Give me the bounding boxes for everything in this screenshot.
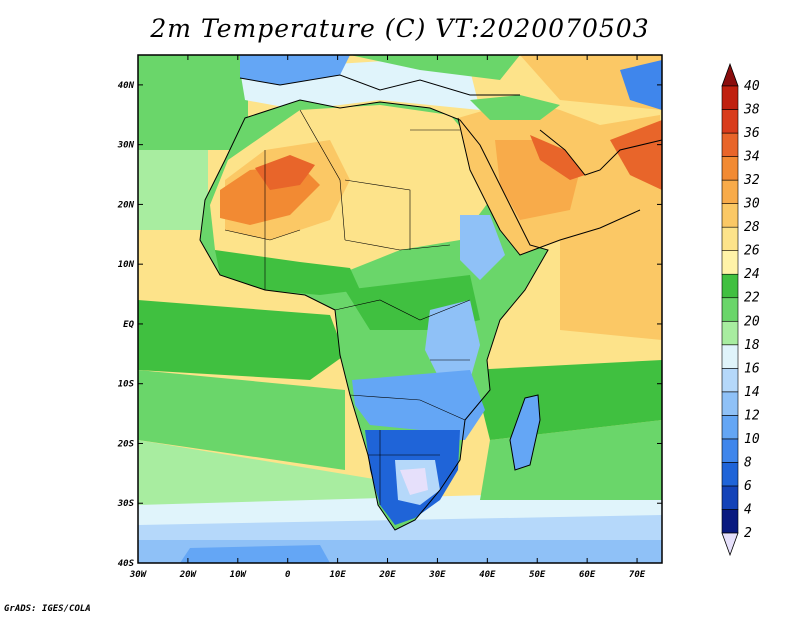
colorbar-swatch [721, 391, 739, 416]
lon-label: 20W [179, 570, 198, 580]
colorbar-swatch [721, 250, 739, 275]
lat-label: 30N [117, 141, 135, 151]
ethiopia-cool [460, 215, 505, 280]
colorbar-max-triangle [721, 62, 739, 87]
latitude-labels: 40N 30N 20N 10N EQ 10S 20S 30S 40S [117, 81, 135, 569]
lon-label: 50E [529, 570, 546, 580]
persian-gulf-coast [539, 129, 663, 176]
map-frame [137, 54, 663, 564]
lat-label: EQ [123, 320, 134, 330]
ocean-canary-band [138, 150, 208, 230]
colorbar-label: 28 [744, 220, 760, 235]
colorbar-label: 38 [743, 103, 760, 118]
colorbar-swatch [721, 273, 739, 299]
mediterranean-north-coast [239, 74, 520, 96]
arabia-outline [457, 117, 641, 256]
colorbar-label: 40 [744, 79, 760, 94]
lat-label: 30S [117, 499, 135, 509]
ocean-arabian-warm [560, 220, 662, 340]
colorbar-label: 14 [744, 385, 760, 400]
colorbar-label: 2 [744, 526, 752, 541]
colorbar-label: 20 [744, 314, 760, 329]
colorbar-label: 22 [744, 291, 760, 306]
colorbar-label: 30 [743, 197, 760, 212]
colorbar-swatch [721, 203, 739, 228]
iran-hot [610, 120, 662, 190]
sahara-hottest [255, 155, 315, 190]
colorbar-swatch [721, 179, 739, 204]
gulf-hottest [530, 135, 585, 180]
colorbar-swatch [721, 156, 739, 181]
colorbar-swatch [721, 509, 739, 534]
sahel-green [215, 250, 360, 295]
colorbar-label: 4 [744, 502, 752, 517]
lon-label: 20E [378, 570, 396, 580]
colorbar-swatch [721, 85, 739, 110]
southern-africa-cool [352, 370, 485, 440]
colorbar-swatch [721, 368, 739, 393]
lon-label: 10E [329, 570, 346, 580]
colorbar-swatch [721, 226, 739, 251]
colorbar-swatch [721, 344, 739, 369]
colorbar-label: 32 [743, 173, 760, 188]
lat-label: 40N [118, 81, 135, 91]
levant-cool [470, 95, 560, 120]
colorbar-swatch [721, 438, 739, 463]
colorbar-swatch [721, 462, 739, 487]
colorbar-swatch [721, 109, 739, 134]
colorbar-label: 18 [744, 338, 760, 353]
ocean-southern-band-2 [138, 515, 662, 545]
ocean-north-atlantic [138, 55, 248, 150]
colorbar-swatch [721, 485, 739, 510]
highveld-coldest [400, 468, 428, 495]
colorbar-min-triangle [721, 532, 739, 557]
madagascar [510, 395, 540, 470]
colorbar-label: 26 [744, 244, 760, 259]
lon-label: 30W [129, 570, 148, 580]
longitude-labels: 30W 20W 10W 0 10E 20E 30E 40E 50E 60E 70E [129, 570, 646, 580]
colorbar-swatch [721, 320, 739, 346]
ocean-southern-band-4 [180, 545, 330, 563]
lon-label: 60E [579, 570, 596, 580]
borders [224, 109, 471, 505]
lon-label: 0 [285, 570, 291, 580]
colorbar-swatch [721, 297, 739, 322]
europe-green [350, 55, 520, 80]
colorbar-label: 10 [744, 432, 760, 447]
lon-label: 70E [629, 570, 646, 580]
colorbar-label: 36 [743, 126, 760, 141]
map-title: 2m Temperature (C) VT:2020070503 [150, 14, 650, 43]
madagascar-outline [509, 394, 541, 471]
lat-label: 20S [117, 439, 135, 449]
lat-label: 20N [117, 200, 135, 210]
lon-label: 40E [479, 570, 496, 580]
axis-ticks [137, 55, 662, 564]
lat-label: 40S [118, 559, 135, 569]
colorbar-label: 12 [744, 408, 760, 423]
lon-label: 10W [230, 570, 248, 580]
lat-label: 10N [118, 260, 135, 270]
lon-label: 30E [428, 570, 446, 580]
grads-credit: GrADS: IGES/COLA [4, 604, 91, 614]
colorbar-label: 34 [743, 150, 760, 165]
lat-label: 10S [118, 380, 135, 390]
colorbar-label: 8 [744, 455, 752, 470]
colorbar-swatch [721, 415, 739, 440]
ocean-south-atlantic-green [138, 370, 345, 470]
ocean-gulf-guinea-cool [138, 300, 345, 380]
caucasus-cool [620, 60, 662, 110]
colorbar-swatch [721, 132, 739, 157]
temperature-field [138, 55, 662, 563]
colorbar-label: 16 [744, 361, 760, 376]
colorbar-label: 24 [744, 267, 760, 282]
colorbar-label: 6 [744, 479, 752, 494]
